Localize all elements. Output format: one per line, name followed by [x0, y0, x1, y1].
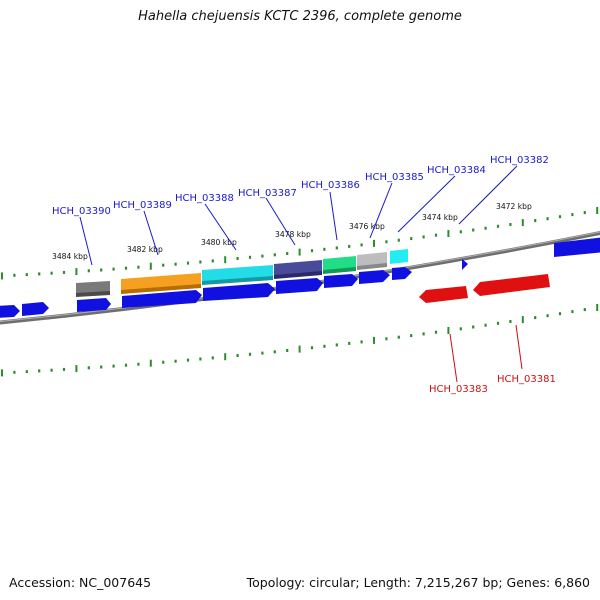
cog-block-cyan-small[interactable] [390, 249, 408, 264]
scale-label-3472: 3472 kbp [496, 202, 532, 211]
scale-label-3484: 3484 kbp [52, 252, 88, 261]
gene-arrow-forward-small[interactable] [462, 259, 468, 270]
reverse-gene-track [419, 274, 550, 303]
leader-line [369, 182, 393, 239]
gene-arrow-forward[interactable] [77, 298, 111, 312]
gene-arrow-reverse[interactable] [419, 286, 468, 303]
leader-line [265, 197, 296, 246]
page-title: Hahella chejuensis KCTC 2396, complete g… [138, 9, 462, 24]
cog-block-silver-shade [357, 263, 387, 270]
leader-line [449, 333, 458, 383]
forward-gene-track [0, 237, 600, 318]
gene-arrow-forward[interactable] [0, 305, 20, 318]
gene-arrow-forward[interactable] [359, 270, 390, 284]
gene-arrow-reverse[interactable] [473, 274, 550, 296]
cog-block-orange-shade [121, 284, 201, 294]
cog-block-cyan-shade [202, 276, 273, 285]
accession-text: Accession: NC_007645 [9, 575, 152, 590]
forward-gene-labels: HCH_03390 HCH_03389 HCH_03388 HCH_03387 … [52, 155, 549, 266]
gene-label-hch-03387[interactable]: HCH_03387 [238, 188, 297, 199]
gene-label-hch-03386[interactable]: HCH_03386 [301, 180, 360, 191]
gene-label-hch-03384[interactable]: HCH_03384 [427, 165, 486, 176]
cog-feature-track [76, 249, 408, 297]
scale-ticks-outer [1, 207, 599, 280]
gene-label-hch-03390[interactable]: HCH_03390 [52, 206, 111, 217]
gene-label-hch-03382[interactable]: HCH_03382 [490, 155, 549, 166]
gene-label-hch-03383[interactable]: HCH_03383 [429, 384, 488, 395]
reverse-gene-labels: HCH_03383 HCH_03381 [429, 324, 556, 395]
leader-line [204, 203, 237, 251]
leader-line [515, 324, 523, 370]
gene-label-hch-03389[interactable]: HCH_03389 [113, 200, 172, 211]
gene-label-hch-03388[interactable]: HCH_03388 [175, 193, 234, 204]
leader-line [458, 165, 518, 225]
cog-block-slate-shade [274, 271, 322, 279]
scale-label-3482: 3482 kbp [127, 245, 163, 254]
gene-arrow-forward[interactable] [554, 237, 600, 257]
genome-summary-text: Topology: circular; Length: 7,215,267 bp… [246, 575, 590, 590]
leader-line [397, 175, 456, 233]
cog-block-green-shade [323, 267, 356, 274]
gene-label-hch-03385[interactable]: HCH_03385 [365, 172, 424, 183]
gene-arrow-forward[interactable] [324, 274, 358, 288]
gene-arrow-forward[interactable] [22, 302, 49, 316]
gene-label-hch-03381[interactable]: HCH_03381 [497, 374, 556, 385]
gene-arrow-forward[interactable] [276, 278, 323, 294]
gene-arrow-forward[interactable] [122, 290, 202, 308]
leader-line [329, 191, 338, 241]
scale-label-3476: 3476 kbp [349, 222, 385, 231]
gene-arrow-forward[interactable] [203, 283, 275, 301]
scale-label-3474: 3474 kbp [422, 213, 458, 222]
scale-ticks-inner [1, 304, 599, 377]
leader-line [79, 216, 93, 266]
scale-label-3480: 3480 kbp [201, 238, 237, 247]
cog-block-gray-shade [76, 291, 110, 297]
leader-line [143, 210, 159, 256]
gene-arrow-forward[interactable] [392, 267, 412, 280]
scale-label-3478: 3478 kbp [275, 230, 311, 239]
